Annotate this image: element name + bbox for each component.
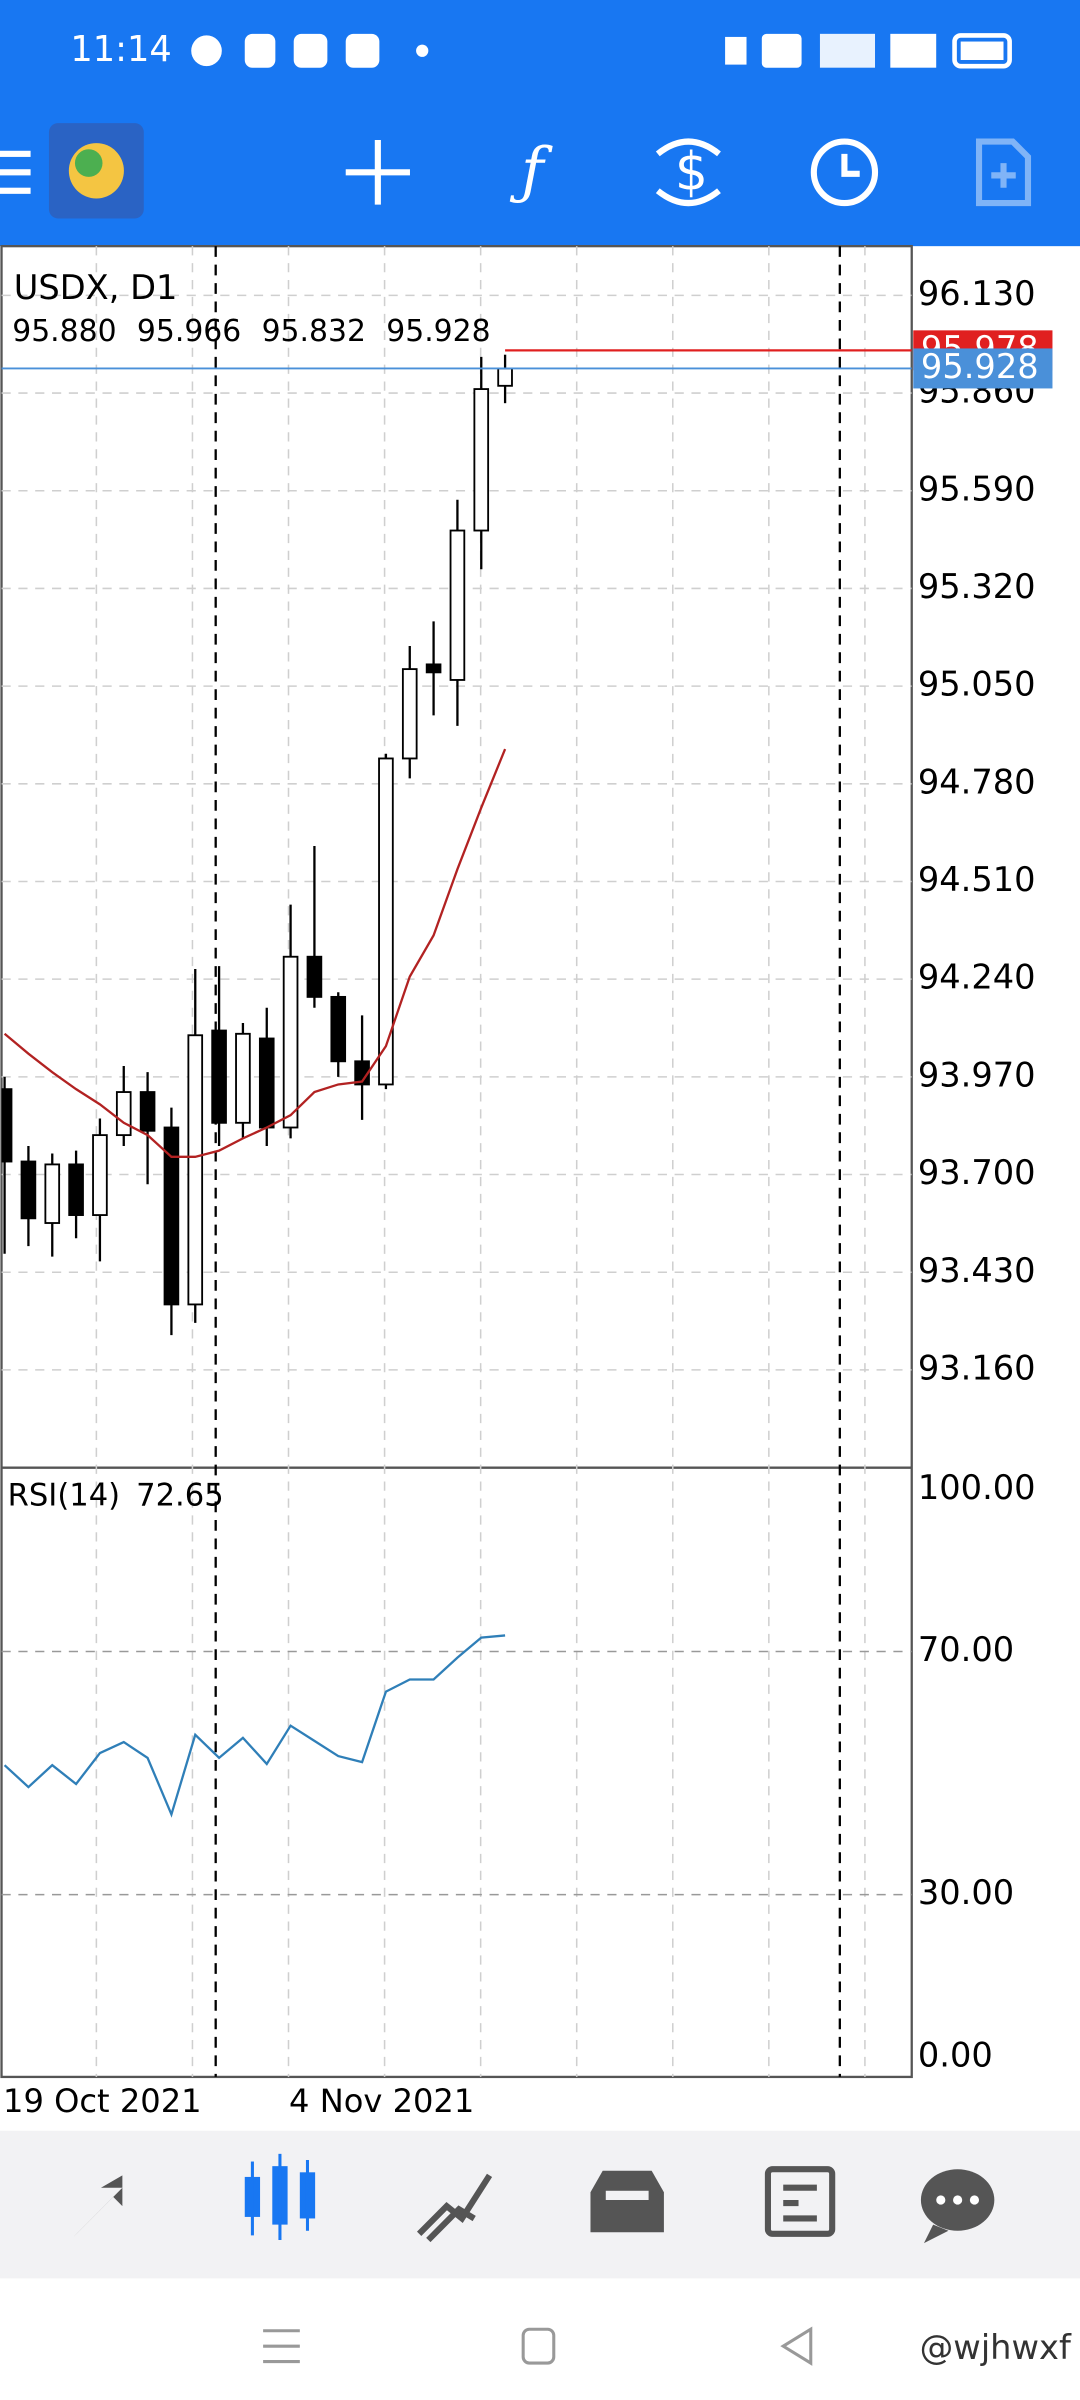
rsi-title: RSI(14) xyxy=(8,1478,120,1513)
y-tick-label: 93.970 xyxy=(918,1055,1036,1094)
nav-messages[interactable] xyxy=(920,2169,995,2244)
nav-trade[interactable] xyxy=(416,2173,493,2243)
y-tick-label: 0.00 xyxy=(918,2035,993,2074)
candle-body xyxy=(449,529,466,681)
rsi-line xyxy=(3,1634,506,1818)
y-tick-label: 100.00 xyxy=(918,1468,1036,1507)
bottom-nav xyxy=(0,2130,1080,2279)
moving-average xyxy=(3,748,507,1158)
crosshair-button[interactable] xyxy=(345,140,410,205)
candle-body xyxy=(139,1091,156,1132)
x-tick-label: 19 Oct 2021 xyxy=(3,2082,202,2120)
recents-button[interactable] xyxy=(263,2329,300,2364)
y-tick-label: 93.430 xyxy=(918,1251,1036,1290)
app-logo[interactable] xyxy=(48,123,144,219)
ohlc-value: 95.832 xyxy=(262,314,366,349)
ohlc-line: 95.880 95.966 95.832 95.928 xyxy=(12,314,490,349)
candle-body xyxy=(306,955,323,998)
home-button[interactable] xyxy=(521,2327,556,2365)
y-tick-label: 96.130 xyxy=(918,274,1036,313)
rsi-current: 72.65 xyxy=(136,1478,224,1513)
chart-title: USDX, D1 xyxy=(14,268,178,307)
y-tick-label: 93.700 xyxy=(918,1153,1036,1192)
candle-body xyxy=(401,668,418,760)
candle-body xyxy=(187,1034,204,1306)
watermark: @wjhwxf xyxy=(920,2328,1072,2367)
y-tick-label: 95.050 xyxy=(918,665,1036,704)
bid-tag-label: 95.928 xyxy=(921,347,1039,386)
candle-body xyxy=(163,1126,180,1306)
candle-body xyxy=(1,1088,13,1163)
back-button[interactable] xyxy=(780,2326,813,2366)
plot-area xyxy=(1,294,912,1896)
axes: 96.13095.86095.59095.32095.05094.78094.5… xyxy=(3,274,1053,2120)
new-order-button[interactable] xyxy=(975,138,1032,207)
vertical-grid xyxy=(95,246,866,2077)
nav-quotes[interactable] xyxy=(73,2175,123,2237)
candle-body xyxy=(44,1163,61,1224)
candle-body xyxy=(282,955,299,1129)
status-time: 11:14 xyxy=(70,29,171,70)
candle-body xyxy=(258,1037,275,1129)
candle-body xyxy=(473,388,490,532)
trade-button[interactable]: $ xyxy=(655,138,721,207)
y-tick-label: 93.160 xyxy=(918,1348,1036,1387)
y-tick-label: 30.00 xyxy=(918,1873,1014,1912)
candle-body xyxy=(20,1160,37,1220)
candle-body xyxy=(235,1032,251,1124)
nav-history[interactable] xyxy=(590,2170,664,2233)
bid-tag xyxy=(913,348,1053,389)
svg-text:$: $ xyxy=(675,142,708,202)
candle-body xyxy=(92,1134,108,1216)
candle-body xyxy=(211,1029,227,1124)
period-button[interactable] xyxy=(810,138,879,207)
candle-body xyxy=(330,995,347,1063)
y-tick-label: 94.510 xyxy=(918,860,1036,899)
nav-chart[interactable] xyxy=(244,2153,316,2240)
status-icons xyxy=(191,33,1012,69)
y-tick-label: 94.780 xyxy=(918,762,1036,801)
candle-body xyxy=(425,663,442,674)
x-tick-label: 4 Nov 2021 xyxy=(289,2082,474,2120)
y-tick-label: 95.320 xyxy=(918,567,1036,606)
y-tick-label: 94.240 xyxy=(918,958,1036,997)
menu-button[interactable] xyxy=(0,150,31,194)
candle-body xyxy=(115,1091,132,1137)
candle-body xyxy=(68,1163,84,1216)
ohlc-value: 95.966 xyxy=(137,314,241,349)
ohlc-value: 95.928 xyxy=(386,314,490,349)
y-tick-label: 95.590 xyxy=(918,469,1036,508)
nav-news[interactable] xyxy=(764,2166,836,2237)
candle-body xyxy=(378,757,394,1086)
ohlc-value: 95.880 xyxy=(12,314,116,349)
candle-body xyxy=(497,367,513,387)
period-separators xyxy=(214,246,841,2077)
system-nav xyxy=(0,2278,1080,2400)
y-tick-label: 70.00 xyxy=(918,1630,1014,1669)
